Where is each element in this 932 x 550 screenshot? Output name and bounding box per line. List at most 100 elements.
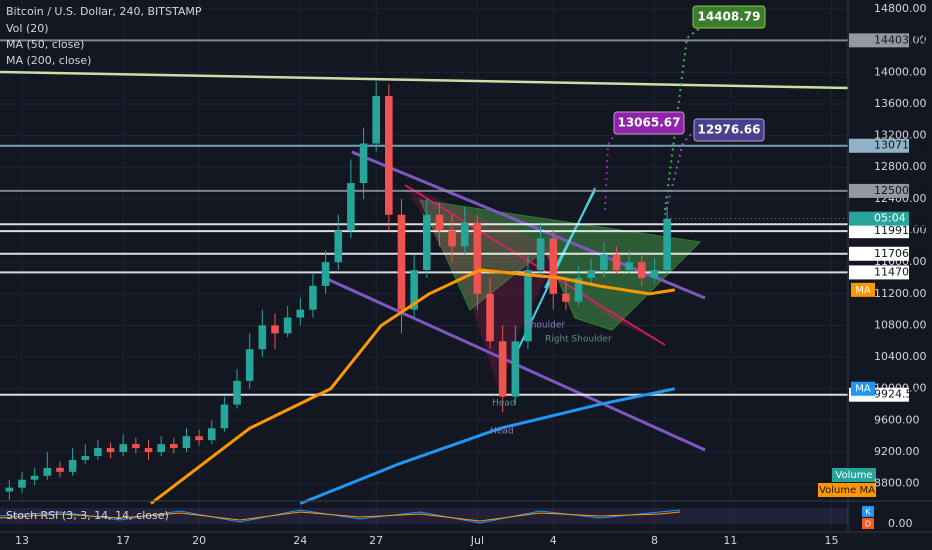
legend: Bitcoin / U.S. Dollar, 240, BITSTAMP Vol…: [6, 5, 202, 67]
indicator-label: Vol (20): [6, 22, 49, 35]
candle-body: [524, 270, 532, 342]
candle-body: [43, 467, 52, 476]
candle-body: [536, 238, 545, 271]
level-label-box: [849, 265, 909, 280]
candle-body: [283, 317, 292, 334]
candle-body: [410, 270, 418, 310]
candle-body: [638, 262, 646, 278]
candle-body: [119, 444, 127, 453]
target-box: [693, 118, 765, 142]
level-label: 11470.51: [874, 265, 927, 278]
candle-body: [372, 96, 380, 144]
candle-body: [385, 96, 393, 215]
target-labels: 14408.79 13065.67 12976.66: [613, 5, 766, 142]
y-tick-label: 14000.00: [874, 65, 927, 78]
candle-body: [94, 448, 102, 456]
y-tick-label: 11200.00: [874, 287, 927, 300]
level-label: 13071.70: [874, 139, 927, 152]
stoch-line: [0, 511, 681, 522]
candle-body: [612, 254, 621, 271]
candle-body: [106, 448, 115, 453]
stoch-tick-label: 0.00: [888, 517, 913, 530]
x-tick-label: 4: [550, 534, 557, 547]
ma-label: MA: [855, 285, 871, 296]
stoch-line: [0, 509, 681, 524]
pattern-label: Shoulder: [525, 321, 565, 331]
volume-legend-box: [818, 483, 876, 497]
candle-body: [435, 214, 444, 231]
candle-body: [587, 270, 596, 278]
pattern-label: Head: [492, 399, 516, 409]
stoch-key-box: [862, 518, 874, 529]
candle-body: [321, 262, 330, 286]
volume-legend-label: Volume: [835, 470, 872, 481]
candle-body: [486, 293, 494, 342]
candle-body: [81, 455, 90, 460]
candle-body: [574, 277, 583, 302]
candle-body: [309, 285, 317, 310]
candle-body: [600, 254, 608, 271]
volume-legend: Volume Volume MA: [818, 468, 876, 497]
chart-title: Bitcoin / U.S. Dollar, 240, BITSTAMP: [6, 5, 202, 18]
candle-body: [334, 230, 343, 263]
target-label: 13065.67: [617, 116, 680, 130]
candle-body: [132, 444, 140, 449]
pattern-line: [404, 184, 666, 346]
y-tick-label: 13200.00: [874, 129, 927, 142]
ma-line: [299, 387, 676, 505]
level-label: 9924.57: [874, 388, 920, 401]
x-tick-label: 15: [825, 534, 839, 547]
target-label: 12976.66: [697, 123, 760, 137]
candle-body: [347, 183, 355, 231]
x-tick-label: 17: [116, 534, 130, 547]
target-box: [692, 5, 766, 29]
candle-body: [296, 309, 305, 318]
pattern-label: Head: [490, 427, 514, 437]
plot: [5, 81, 848, 505]
candle-body: [170, 444, 178, 449]
level-label-box: [849, 33, 909, 48]
candle-body: [207, 428, 216, 441]
y-tick-label: 10800.00: [874, 318, 927, 331]
candle-body: [245, 349, 254, 381]
stoch-title: Stoch RSI (3, 3, 14, 14, close): [6, 509, 169, 522]
stoch-key-box: [862, 506, 874, 517]
trend-line: [0, 70, 849, 90]
pattern-shape: [405, 185, 560, 395]
candle-body: [5, 487, 14, 492]
candle-body: [448, 230, 456, 247]
y-tick-label: 8800.00: [874, 477, 920, 490]
x-tick-label: 20: [192, 534, 206, 547]
y-tick-label: 9600.00: [874, 413, 920, 426]
candle-body: [498, 341, 507, 397]
candle-body: [233, 380, 241, 405]
candle-body: [220, 404, 229, 429]
y-tick-label: 14800.00: [874, 2, 927, 15]
candle-body: [473, 222, 482, 294]
target-box: [613, 111, 685, 135]
candle-body: [549, 238, 558, 294]
candle-body: [422, 214, 431, 271]
target-label: 14408.79: [697, 10, 760, 24]
ma-label: MA: [855, 384, 871, 395]
level-label: 11706.27: [874, 247, 927, 260]
stoch-band: [0, 508, 848, 524]
candle-body: [460, 222, 469, 247]
y-tick-label: 13600.00: [874, 97, 927, 110]
candle-body: [68, 459, 77, 472]
indicator-label: MA (50, close): [6, 38, 84, 51]
ma-line: [150, 268, 675, 505]
candle-body: [30, 475, 39, 480]
level-label-box: [849, 183, 909, 198]
x-tick-label: 24: [293, 534, 307, 547]
countdown-box: [849, 211, 909, 226]
volume-legend-label: Volume MA: [819, 485, 875, 496]
candle-body: [258, 325, 267, 350]
candle-body: [195, 436, 203, 441]
ma-label-box: [851, 282, 875, 297]
level-label-box: [849, 138, 909, 153]
ma-label-box: [851, 381, 875, 396]
candle-body: [144, 448, 153, 453]
volume-legend-box: [832, 468, 876, 482]
